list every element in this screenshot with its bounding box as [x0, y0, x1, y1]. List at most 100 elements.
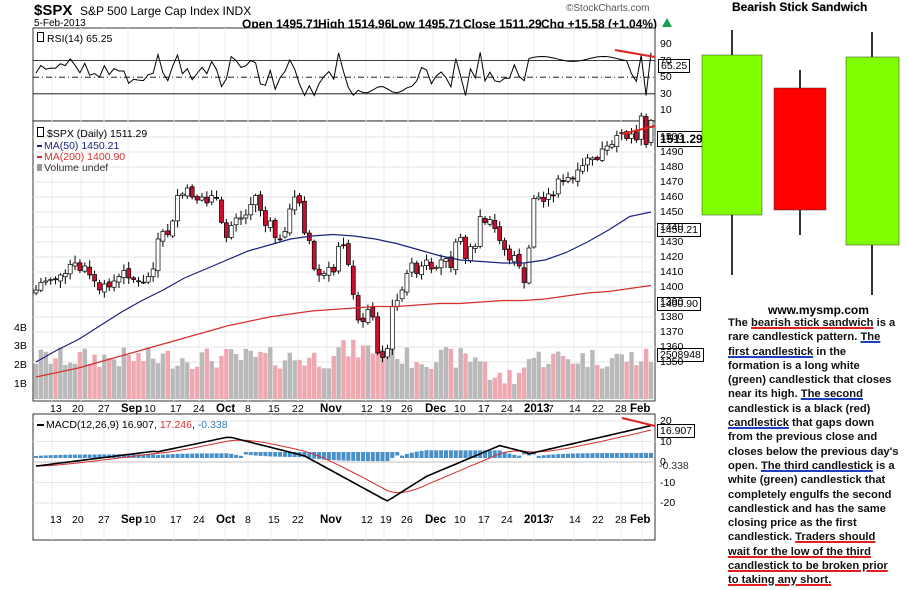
price-candle-body	[33, 289, 39, 294]
price-candle-body	[507, 248, 512, 261]
volume-bar	[394, 359, 400, 399]
macd-histogram-bar	[53, 455, 58, 458]
low-value: Low 1495.71	[391, 17, 462, 31]
macd-histogram-bar	[351, 452, 356, 461]
macd-histogram-bar	[136, 454, 141, 458]
price-candle-body	[194, 196, 200, 201]
price-candle-body	[155, 238, 161, 272]
volume-bar	[287, 352, 293, 399]
macd-histogram-bar	[419, 450, 424, 458]
volume-bar	[424, 366, 429, 399]
price-candle-body	[48, 279, 53, 281]
price-candle-body	[92, 274, 97, 282]
x-axis-label: 15	[268, 403, 280, 415]
x-axis-label: 17	[170, 403, 182, 415]
price-candle-body	[165, 230, 171, 235]
volume-bar	[419, 364, 424, 399]
price-candle-body	[638, 115, 644, 140]
main-legend-text: $SPX (Daily) 1511.29	[47, 128, 148, 140]
macd-histogram-bar	[512, 454, 517, 458]
price-candle-body	[370, 307, 376, 318]
price-candle-body	[590, 157, 595, 160]
price-candle-body	[648, 120, 654, 143]
macd-histogram-bar	[170, 454, 175, 458]
pattern-candle1-green	[701, 54, 763, 216]
price-candle-body	[263, 210, 268, 226]
macd-histogram-bar	[492, 450, 497, 458]
volume-bar	[604, 366, 610, 399]
volume-bar	[72, 363, 78, 399]
price-tick-label: 1430	[660, 236, 684, 248]
x-axis-label: 12	[361, 514, 373, 526]
price-candle-body	[145, 276, 151, 283]
volume-bar	[370, 353, 375, 399]
volume-bar	[575, 363, 580, 399]
x-axis-label: 27	[98, 514, 110, 526]
macd-histogram-bar	[243, 452, 248, 455]
x-axis-label: 24	[501, 403, 513, 415]
macd-histogram-bar	[156, 454, 161, 458]
macd-histogram-bar	[434, 450, 439, 458]
x-axis-label: 26	[401, 514, 413, 526]
volume-bar	[463, 353, 468, 399]
price-candle-body	[570, 177, 576, 180]
price-candle-body	[126, 268, 132, 279]
price-candle-body	[560, 180, 566, 182]
macd-histogram-bar	[361, 452, 366, 461]
volume-bar	[97, 367, 102, 399]
price-candle-body	[282, 231, 288, 238]
macd-tick-label: -20	[660, 497, 676, 509]
price-candle-body	[472, 246, 478, 249]
volume-bar	[560, 356, 566, 399]
macd-histogram-bar	[551, 454, 556, 458]
volume-bar	[341, 340, 346, 399]
volume-bar	[116, 366, 122, 399]
ma200-line	[35, 284, 652, 378]
price-tick-label: 1450	[660, 206, 684, 218]
macd-histogram-bar	[375, 452, 380, 462]
volume-bar	[253, 356, 258, 399]
volume-bar	[92, 354, 97, 399]
price-candle-body	[463, 236, 468, 259]
volume-bar	[141, 361, 146, 399]
volume-bar	[155, 363, 161, 399]
price-candle-body	[375, 316, 381, 354]
macd-histogram-bar	[175, 453, 180, 458]
price-candle-body	[141, 281, 146, 284]
volume-bar	[565, 359, 571, 399]
price-divergence-line	[621, 125, 656, 135]
volume-bar	[619, 354, 624, 399]
macd-histogram-bar	[380, 452, 385, 462]
x-axis-label: Feb	[630, 403, 651, 415]
volume-bar	[434, 362, 439, 399]
price-candle-body	[62, 273, 68, 278]
macd-histogram-bar	[58, 454, 63, 458]
x-axis-label: 13	[50, 514, 62, 526]
pattern-candle3-green	[845, 56, 900, 246]
volume-bar	[160, 353, 166, 399]
x-axis-label: 2013	[524, 514, 550, 526]
price-value-box: 1511.29	[657, 131, 706, 147]
price-candle-body	[224, 222, 229, 238]
volume-bar	[448, 348, 454, 399]
volume-bar	[517, 372, 522, 399]
macd-histogram-bar	[92, 454, 97, 458]
price-candle-body	[380, 351, 385, 358]
rsi-value-box: 65.25	[658, 59, 691, 73]
x-axis-label: 13	[50, 403, 62, 415]
macd-histogram-bar	[73, 454, 78, 458]
x-axis-label: 27	[98, 403, 110, 415]
macd-histogram-bar	[336, 452, 341, 461]
x-axis-label: 20	[72, 403, 84, 415]
macd-histogram-bar	[609, 453, 614, 458]
price-tick-label: 1420	[660, 251, 684, 263]
price-candle-body	[365, 309, 371, 323]
price-candle-body	[360, 317, 366, 322]
website-label: www.mysmp.com	[768, 303, 869, 317]
x-axis-label: 10	[454, 403, 466, 415]
volume-bar	[443, 347, 449, 399]
volume-bar	[131, 361, 136, 399]
price-tick-label: 1390	[660, 296, 684, 308]
description-segment: is a rare candlestick pattern.	[728, 317, 896, 344]
macd-histogram-bar	[634, 452, 639, 458]
